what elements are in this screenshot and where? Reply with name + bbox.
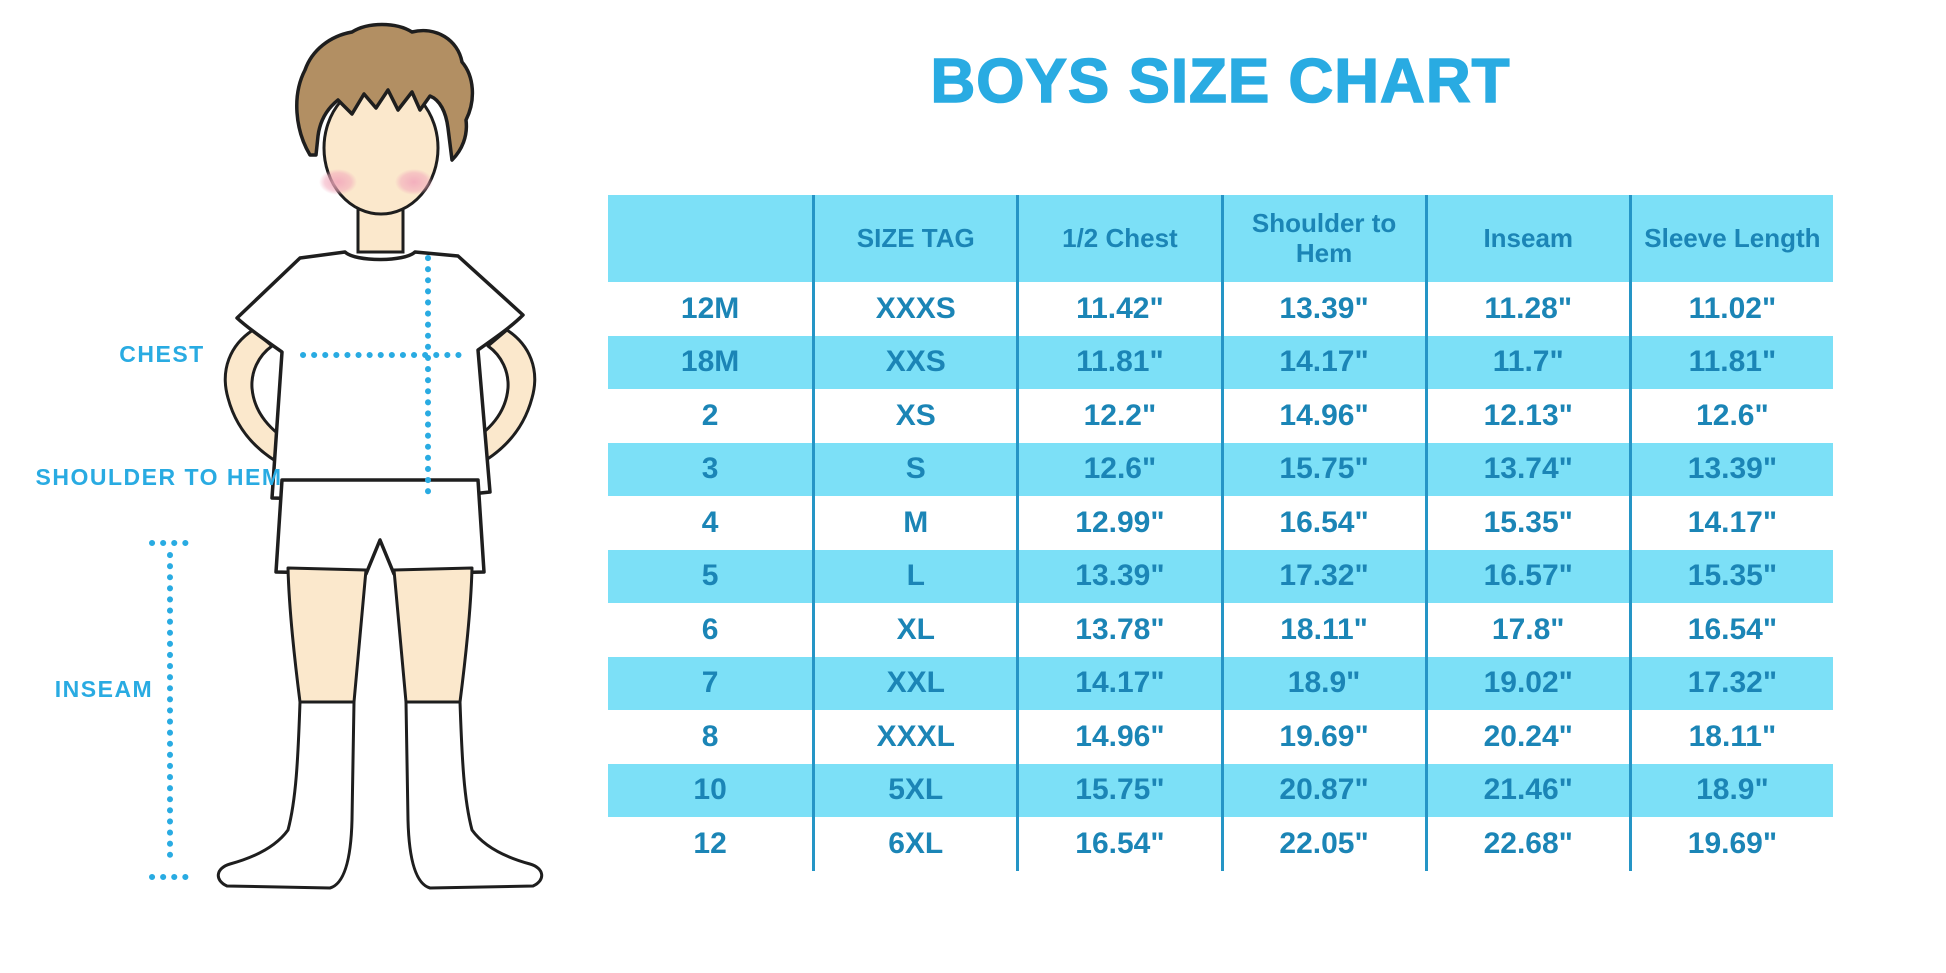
table-cell: 13.39" xyxy=(1220,282,1425,336)
boy-socks xyxy=(216,700,544,890)
row-size-label: 18M xyxy=(608,335,813,389)
table-cell: 18.9" xyxy=(1628,763,1833,817)
table-cell: 16.57" xyxy=(1424,549,1629,603)
shoulder-to-hem-label: SHOULDER TO HEM xyxy=(35,464,283,490)
table-cell: 11.81" xyxy=(1628,335,1833,389)
boy-hair xyxy=(295,22,475,162)
boy-tshirt xyxy=(235,250,525,501)
row-size-label: 2 xyxy=(701,398,719,432)
column-header-shoulder-to-hem: Shoulder to Hem xyxy=(1220,195,1425,282)
table-cell: 12.6" xyxy=(1628,389,1833,443)
table-cell: 14.96" xyxy=(1016,710,1220,764)
table-cell: 11.42" xyxy=(1016,282,1220,336)
inseam-label: INSEAM xyxy=(54,676,154,702)
table-cell: XXXL xyxy=(812,710,1016,764)
table-cell: 11.81" xyxy=(1016,335,1221,389)
row-size-label: 12M xyxy=(680,291,740,325)
table-cell: 13.39" xyxy=(1016,549,1221,603)
table-cell: 19.02" xyxy=(1424,656,1629,710)
table-cell: 14.17" xyxy=(1220,335,1425,389)
column-header-inseam: Inseam xyxy=(1424,195,1629,282)
table-cell: 13.39" xyxy=(1628,442,1833,496)
table-cell: 14.96" xyxy=(1220,389,1425,443)
row-size-label: 4 xyxy=(701,505,719,539)
table-cell: 19.69" xyxy=(1220,710,1425,764)
table-cell: 11.7" xyxy=(1424,335,1629,389)
table-cell: L xyxy=(812,549,1017,603)
column-header-size-tag: SIZE TAG xyxy=(812,195,1017,282)
table-cell: 15.35" xyxy=(1628,549,1833,603)
table-cell: 11.02" xyxy=(1628,282,1833,336)
boy-illustration xyxy=(149,22,544,890)
table-cell: 22.68" xyxy=(1424,817,1629,871)
table-cell: 19.69" xyxy=(1628,817,1833,871)
table-cell: 15.35" xyxy=(1424,496,1629,550)
table-cell: 16.54" xyxy=(1628,603,1833,657)
inseam-guide-line xyxy=(149,540,193,880)
row-size-label: 12 xyxy=(693,826,727,860)
page-title: BOYS SIZE CHART xyxy=(930,46,1511,117)
table-cell: 17.8" xyxy=(1424,603,1629,657)
table-cell: 12.2" xyxy=(1016,389,1220,443)
table-cell: 16.54" xyxy=(1220,496,1425,550)
table-cell: 15.75" xyxy=(1220,442,1425,496)
row-size-label: 8 xyxy=(701,719,719,753)
row-size-label: 10 xyxy=(608,763,813,817)
table-cell: XXS xyxy=(812,335,1017,389)
table-cell: 12.6" xyxy=(1016,442,1221,496)
table-cell: 11.28" xyxy=(1424,282,1629,336)
column-header-1-2-chest: 1/2 Chest xyxy=(1016,195,1221,282)
column-header-size xyxy=(608,195,813,282)
table-cell: 12.99" xyxy=(1016,496,1220,550)
table-cell: 21.46" xyxy=(1424,763,1629,817)
row-size-label: 5 xyxy=(608,549,813,603)
row-size-label: 6 xyxy=(701,612,719,646)
row-size-label: 3 xyxy=(608,442,813,496)
table-cell: 12.13" xyxy=(1424,389,1629,443)
row-size-label: 7 xyxy=(608,656,813,710)
table-cell: 5XL xyxy=(812,763,1017,817)
table-cell: 13.78" xyxy=(1016,603,1220,657)
size-table: SIZE TAG 1/2 Chest Shoulder to Hem Inseam Sl… xyxy=(608,195,1833,871)
table-cell: XXL xyxy=(812,656,1017,710)
boy-legs xyxy=(286,566,474,704)
table-cell: 6XL xyxy=(812,817,1016,871)
table-cell: 17.32" xyxy=(1220,549,1425,603)
table-cell: 20.87" xyxy=(1220,763,1425,817)
table-cell: 17.32" xyxy=(1628,656,1833,710)
table-cell: XXXS xyxy=(812,282,1016,336)
boy-shorts xyxy=(274,478,486,576)
table-cell: 20.24" xyxy=(1424,710,1629,764)
table-cell: XS xyxy=(812,389,1016,443)
cheek-left xyxy=(319,169,357,195)
table-cell: 14.17" xyxy=(1628,496,1833,550)
table-cell: S xyxy=(812,442,1017,496)
table-cell: M xyxy=(812,496,1016,550)
table-cell: XL xyxy=(812,603,1016,657)
table-cell: 16.54" xyxy=(1016,817,1220,871)
table-cell: 15.75" xyxy=(1016,763,1221,817)
table-cell: 18.11" xyxy=(1220,603,1425,657)
column-header-sleeve-length: Sleeve Length xyxy=(1628,195,1833,282)
table-cell: 13.74" xyxy=(1424,442,1629,496)
table-cell: 18.9" xyxy=(1220,656,1425,710)
table-cell: 18.11" xyxy=(1628,710,1833,764)
table-cell: 22.05" xyxy=(1220,817,1425,871)
cheek-right xyxy=(395,169,433,195)
chest-label: CHEST xyxy=(119,341,205,367)
table-cell: 14.17" xyxy=(1016,656,1221,710)
boy-figure-panel: CHEST SHOULDER TO HEM INSEAM xyxy=(0,0,590,973)
